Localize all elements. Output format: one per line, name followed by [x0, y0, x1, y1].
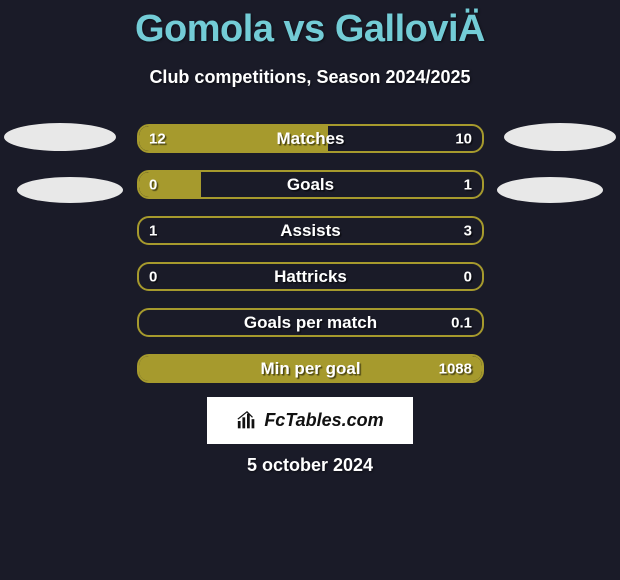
stat-row: Matches1210 [137, 124, 484, 153]
stat-row: Goals per match0.1 [137, 308, 484, 337]
player-right-photo-placeholder-2 [497, 177, 603, 203]
stat-label: Hattricks [139, 267, 482, 287]
bars-icon [236, 410, 258, 432]
stat-row: Hattricks0 0 [137, 262, 484, 291]
stat-row: Min per goal1088 [137, 354, 484, 383]
site-badge: FcTables.com [207, 397, 413, 444]
stat-fill-left [139, 126, 328, 151]
comparison-title: Gomola vs GalloviÄ [0, 0, 620, 51]
stat-value-right: 10 [455, 130, 472, 147]
comparison-subtitle: Club competitions, Season 2024/2025 [0, 67, 620, 88]
stat-row: Assists1 3 [137, 216, 484, 245]
stat-value-right: 3 [464, 222, 472, 239]
stat-fill-right [139, 356, 482, 381]
player-left-photo-placeholder-1 [4, 123, 116, 151]
stat-label: Goals per match [139, 313, 482, 333]
player-left-photo-placeholder-2 [17, 177, 123, 203]
stat-value-left: 0 [149, 268, 157, 285]
stat-value-right: 0.1 [451, 314, 472, 331]
stat-bars-container: Matches1210Goals01Assists13Hattricks00Go… [137, 124, 484, 400]
stat-row: Goals01 [137, 170, 484, 199]
site-badge-text: FcTables.com [264, 410, 383, 431]
stat-value-left: 1 [149, 222, 157, 239]
player-right-photo-placeholder-1 [504, 123, 616, 151]
stat-label: Assists [139, 221, 482, 241]
footer-date: 5 october 2024 [0, 455, 620, 476]
stat-value-right: 1 [464, 176, 472, 193]
stat-fill-left [139, 172, 201, 197]
stat-value-right: 0 [464, 268, 472, 285]
